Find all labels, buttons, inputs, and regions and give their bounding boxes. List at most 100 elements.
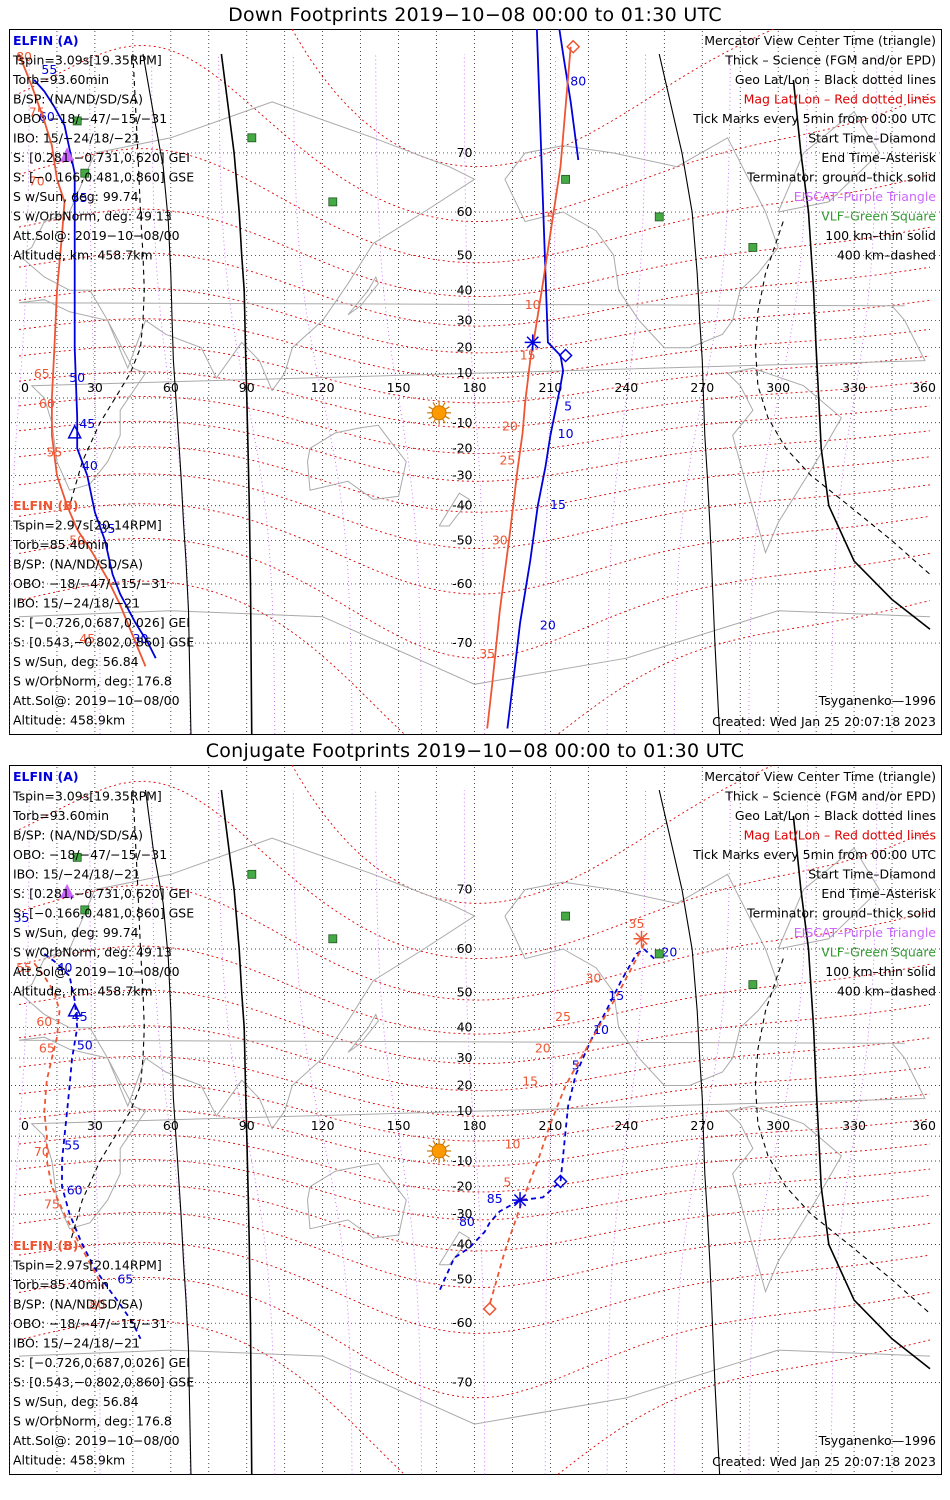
sun-ray [444, 415, 450, 420]
y-tick-label: 30 [457, 312, 473, 327]
elfin-b-info: B/SP: (NA/ND/SD/SA) [13, 557, 143, 572]
x-tick-label: 150 [387, 1118, 411, 1133]
legend-entry: End Time–Asterisk [821, 150, 936, 165]
y-tick-label: -10 [452, 415, 472, 430]
coastlines [18, 837, 931, 1425]
tick-mark-label: 45 [79, 631, 95, 646]
tick-mark-label: 30 [133, 631, 149, 646]
mag-longitude-line [544, 53, 557, 735]
x-tick-label: 120 [311, 380, 335, 395]
y-tick-label: 50 [457, 985, 473, 1000]
terminator-line [792, 816, 931, 1370]
y-tick-label: 40 [457, 282, 473, 297]
elfin-b-info: Tspin=2.97s[20.14RPM] [12, 1258, 162, 1273]
y-tick-label: -30 [452, 1206, 472, 1221]
elfin-a-info: Tspin=3.09s[19.35RPM] [12, 53, 162, 68]
elfin-b-info: IBO: 15/−24/18/−21 [13, 1336, 140, 1351]
elfin-a-info: Att.Sol@: 2019−10−08/00 [13, 228, 180, 243]
x-tick-label: 30 [87, 380, 103, 395]
terminator-line [754, 958, 931, 1314]
elfin-a-info: IBO: 15/−24/18/−21 [13, 131, 140, 146]
x-tick-label: 240 [614, 380, 638, 395]
x-tick-label: 180 [463, 380, 487, 395]
panel-title-conjugate: Conjugate Footprints 2019−10−08 00:00 to… [205, 740, 745, 762]
start-time-diamond [482, 1301, 497, 1316]
coastline [727, 1105, 843, 1294]
sun-ray [428, 1144, 434, 1149]
y-tick-label: -50 [452, 533, 472, 548]
tick-mark-label: 75 [29, 104, 45, 119]
mag-longitude-line [151, 53, 191, 735]
y-tick-label: -70 [452, 1375, 472, 1390]
elfin-b-header: ELFIN (B) [13, 1238, 78, 1253]
vlf-square [748, 980, 758, 990]
elfin-b-info: S w/Sun, deg: 56.84 [13, 654, 139, 669]
asterisk-arm [513, 1193, 527, 1207]
mag-latitude-line [18, 208, 931, 298]
sun-ray [442, 418, 446, 424]
sun-ray [432, 402, 437, 408]
tick-mark-label: 15 [520, 347, 536, 362]
tick-mark-label: 55 [16, 960, 32, 975]
start-time-diamond [566, 39, 581, 54]
x-tick-label: 60 [163, 1118, 179, 1133]
elfin-a-info: Tspin=3.09s[19.35RPM] [12, 789, 162, 804]
elfin-a-info: S: [0.281,−0.731,0.620] GEI [13, 886, 190, 901]
elfin-b-info: Altitude: 458.9km [13, 713, 125, 728]
elfin-a-info: OBO: −18/−47/−15/−31 [13, 111, 167, 126]
tick-mark-label: 20 [535, 1040, 551, 1055]
x-tick-label: 210 [538, 380, 562, 395]
coastline [18, 837, 476, 1130]
mag-latitude-line [18, 884, 931, 1001]
elfin-a-info: S: [−0.166,0.481,0.860] GSE [13, 170, 194, 185]
legend-entry: Start Time–Diamond [808, 867, 936, 882]
sun-ray [432, 418, 437, 424]
elfin-a-info: IBO: 15/−24/18/−21 [13, 867, 140, 882]
terminator-line [69, 789, 145, 1245]
x-tick-label: 300 [766, 380, 790, 395]
mag-latitude-line [18, 446, 931, 513]
coastline [777, 110, 881, 213]
mag-latitude-line [18, 1109, 931, 1167]
sun-ray [442, 1140, 446, 1146]
tick-mark-label: 70 [34, 1144, 50, 1159]
tick-mark-label: 45 [79, 416, 95, 431]
terminator-line [220, 53, 253, 735]
tick-mark-label: 80 [570, 74, 586, 89]
y-tick-label: 30 [457, 1050, 473, 1065]
coastline [18, 101, 476, 392]
mag-longitude-line [9, 53, 30, 735]
mag-longitude-line [151, 789, 191, 1475]
elfin-a-info: S w/OrbNorm, deg: 49.13 [13, 945, 172, 960]
elfin-a-info: B/SP: (NA/ND/SD/SA) [13, 828, 143, 843]
tick-mark-label: 65 [117, 1272, 133, 1287]
sun-ray [442, 402, 446, 408]
tick-mark-label: 35 [479, 646, 495, 661]
coastline [347, 275, 379, 316]
elfin-b-info: OBO: −18/−47/−15/−31 [13, 1316, 167, 1331]
coastline [306, 1162, 407, 1239]
mag-latitude-line [18, 148, 931, 264]
y-tick-label: -20 [452, 1179, 472, 1194]
elfin-b-info: S w/OrbNorm, deg: 176.8 [13, 674, 172, 689]
x-tick-label: 240 [614, 1118, 638, 1133]
y-tick-label: -20 [452, 440, 472, 455]
terminator-line [144, 789, 192, 1475]
elfin-a-info: Att.Sol@: 2019−10−08/00 [13, 964, 180, 979]
footprint-track [438, 947, 655, 1292]
coastline [777, 847, 881, 950]
elfin-b-info: IBO: 15/−24/18/−21 [13, 596, 140, 611]
elfin-b-info: S w/OrbNorm, deg: 176.8 [13, 1414, 172, 1429]
legend-entry: Terminator: ground–thick solid [746, 906, 936, 921]
y-tick-label: 70 [457, 145, 473, 160]
vlf-square [328, 197, 338, 207]
mag-latitude-line [18, 780, 931, 960]
end-time-asterisk [524, 334, 541, 351]
elfin-a-info: S: [−0.166,0.481,0.860] GSE [13, 906, 194, 921]
geo-grid [11, 31, 940, 733]
elfin-a-info: S w/Sun, deg: 99.74 [13, 925, 139, 940]
geo-grid [11, 767, 940, 1473]
panel-title-down: Down Footprints 2019−10−08 00:00 to 01:3… [228, 4, 722, 26]
mag-latitude-line [18, 503, 931, 595]
end-time-asterisk [512, 1192, 529, 1209]
